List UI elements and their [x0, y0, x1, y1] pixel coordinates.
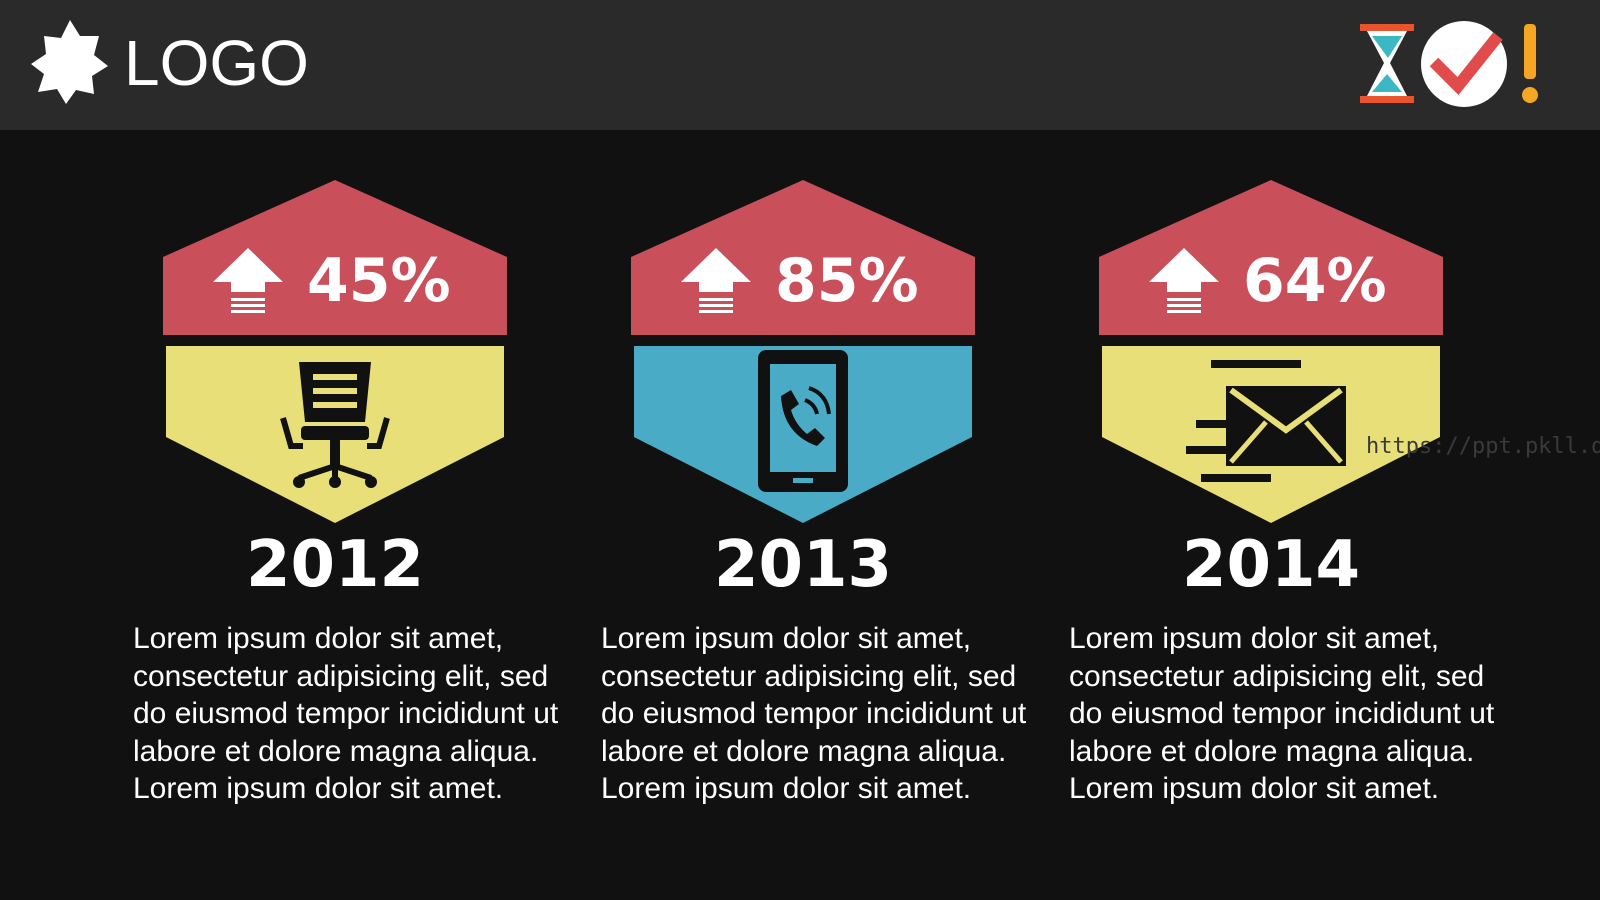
hex-top	[631, 180, 975, 335]
percent: 64%	[1243, 246, 1387, 316]
up-arrow	[681, 248, 751, 313]
up-arrow	[1149, 248, 1219, 313]
card-icon	[1186, 360, 1346, 482]
logo-text: LOGO	[124, 27, 309, 99]
arrow-head	[1149, 248, 1219, 292]
arrow-head	[681, 248, 751, 292]
chair-post	[330, 440, 340, 470]
speed-line	[1201, 474, 1271, 482]
hex-top	[163, 180, 507, 335]
arrow-line	[699, 310, 733, 313]
arrow-line	[1167, 310, 1201, 313]
envelope-fold	[1304, 420, 1343, 464]
chair-arms	[280, 417, 390, 449]
arrow-line	[231, 310, 265, 313]
envelope-flap	[1229, 387, 1343, 434]
description: Lorem ipsum dolor sit amet, consectetur …	[1069, 622, 1495, 805]
year: 2013	[713, 528, 893, 602]
handset	[781, 390, 825, 446]
arrow-line	[231, 298, 265, 301]
percent: 85%	[775, 246, 919, 316]
header: LOGO	[0, 0, 1600, 130]
envelope-fold	[1229, 420, 1268, 464]
waves	[804, 386, 831, 415]
chair-line	[313, 388, 357, 394]
speed-line	[1186, 446, 1226, 454]
chair-line	[313, 402, 357, 408]
chair-line	[313, 374, 357, 380]
phone-screen	[770, 364, 836, 472]
arrow-head	[213, 248, 283, 292]
chair-wheel	[293, 476, 305, 488]
card-icon	[758, 350, 848, 492]
arrow-line	[699, 304, 733, 307]
arrow-line	[1167, 298, 1201, 301]
chair-wheel	[365, 476, 377, 488]
speed-line	[1211, 360, 1301, 368]
chair-seat	[301, 426, 369, 440]
speed-line	[1196, 420, 1226, 428]
percent: 45%	[307, 246, 451, 316]
up-arrow	[213, 248, 283, 313]
arrow-line	[1167, 304, 1201, 307]
year: 2014	[1181, 528, 1361, 602]
description: Lorem ipsum dolor sit amet, consectetur …	[601, 622, 1027, 805]
card-icon	[280, 362, 390, 488]
chair-wheel	[329, 476, 341, 488]
arrow-line	[699, 298, 733, 301]
hex-top	[1099, 180, 1443, 335]
logo-icon	[31, 20, 108, 104]
header-icons	[1360, 21, 1538, 107]
year: 2012	[245, 528, 425, 602]
phone-button	[793, 478, 813, 483]
watermark: https://ppt.pkll.de	[1366, 434, 1600, 459]
arrow-line	[231, 304, 265, 307]
description: Lorem ipsum dolor sit amet, consectetur …	[133, 622, 559, 805]
